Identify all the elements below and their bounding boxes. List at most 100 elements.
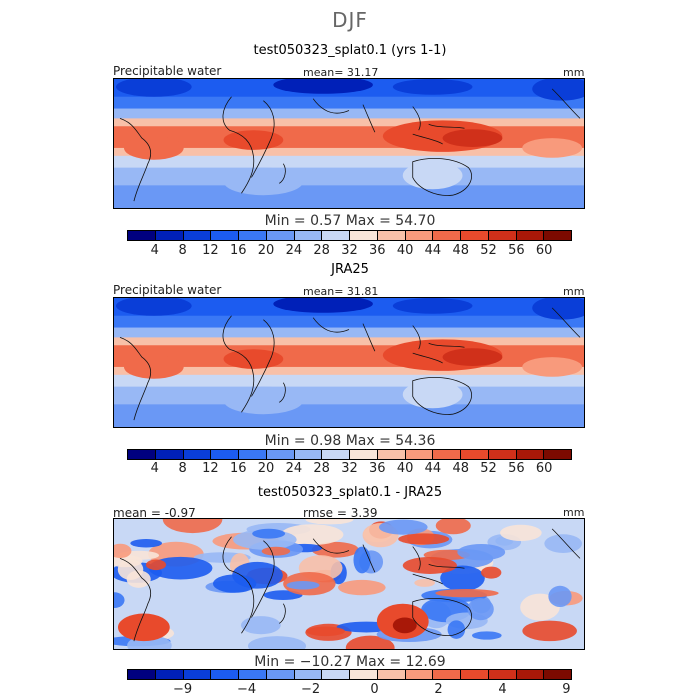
colorbar-swatch xyxy=(544,670,571,679)
colorbar-tick-label: 24 xyxy=(285,461,303,476)
colorbar-tick-label: 40 xyxy=(396,461,414,476)
colorbar-tick-label: 56 xyxy=(508,243,525,258)
colorbar-swatch xyxy=(155,231,184,240)
map-contour xyxy=(145,559,167,571)
map-contour xyxy=(392,298,473,314)
colorbar-tick-label: 12 xyxy=(202,461,219,476)
map-contour xyxy=(261,546,291,556)
map-contour xyxy=(402,380,463,409)
colorbar-tick-label: 36 xyxy=(369,243,386,258)
panel-3-colorbar xyxy=(127,669,572,680)
colorbar-swatch xyxy=(155,450,184,459)
panel-2-units-label: mm xyxy=(563,285,585,298)
map-contour xyxy=(522,620,577,642)
colorbar-swatch xyxy=(433,450,461,459)
colorbar-swatch xyxy=(488,231,517,240)
colorbar-swatch xyxy=(461,450,489,459)
map-contour xyxy=(378,519,428,535)
map-band xyxy=(114,96,584,111)
colorbar-swatch xyxy=(239,450,267,459)
map-contour xyxy=(447,620,466,639)
map-contour xyxy=(223,349,284,369)
map-contour xyxy=(223,130,284,150)
colorbar-swatch xyxy=(211,231,239,240)
map-band xyxy=(114,327,584,340)
panel-3-units-label: mm xyxy=(563,506,585,519)
colorbar-tick-label: −2 xyxy=(300,682,321,697)
colorbar-tick-label: 24 xyxy=(285,243,303,258)
coastlines xyxy=(119,88,581,202)
colorbar-tick-label: 48 xyxy=(452,243,470,258)
map-band xyxy=(114,337,584,348)
colorbar-swatch xyxy=(183,231,212,240)
map-band xyxy=(114,185,584,208)
map-contour xyxy=(353,546,371,574)
panel-1-colorbar xyxy=(127,230,572,241)
colorbar-tick-label: 60 xyxy=(535,243,553,258)
panel-1-variable-label: Precipitable water xyxy=(113,64,222,78)
map-contour xyxy=(345,635,395,649)
colorbar-swatch xyxy=(183,670,212,679)
map-contour xyxy=(223,167,304,196)
map-contour xyxy=(247,636,307,649)
map-contour xyxy=(471,631,502,640)
map-contour xyxy=(123,355,184,379)
map-contour xyxy=(130,538,162,548)
colorbar-swatch xyxy=(433,670,461,679)
colorbar-tick-label: 2 xyxy=(434,682,443,697)
colorbar-tick-label: 44 xyxy=(424,461,442,476)
panel-2-field xyxy=(114,298,584,427)
colorbar-swatch xyxy=(544,231,571,240)
map-contour xyxy=(252,528,286,539)
colorbar-tick-label: 60 xyxy=(535,461,553,476)
colorbar-swatch xyxy=(405,231,434,240)
colorbar-swatch xyxy=(405,670,434,679)
colorbar-tick-label: 28 xyxy=(313,461,330,476)
colorbar-swatch xyxy=(377,450,406,459)
coastlines xyxy=(119,307,581,421)
map-contour xyxy=(522,357,583,377)
colorbar-tick-label: 44 xyxy=(424,243,442,258)
colorbar-swatch xyxy=(266,231,295,240)
colorbar-swatch xyxy=(322,670,350,679)
map-contour xyxy=(223,386,304,415)
colorbar-swatch xyxy=(239,670,267,679)
map-contour xyxy=(162,519,223,534)
map-contour xyxy=(402,161,463,190)
map-band xyxy=(114,386,584,407)
map-contour xyxy=(544,534,583,553)
colorbar-swatch xyxy=(294,450,323,459)
panel-2-colorbar xyxy=(127,449,572,460)
colorbar-tick-label: 28 xyxy=(313,243,330,258)
map-contour xyxy=(522,138,583,158)
map-contour xyxy=(500,524,542,541)
panel-2-title: JRA25 xyxy=(331,262,369,277)
colorbar-tick-label: 16 xyxy=(229,243,247,258)
map-contour xyxy=(435,519,471,535)
panel-1-title: test050323_splat0.1 (yrs 1-1) xyxy=(253,43,447,58)
colorbar-swatch xyxy=(350,670,378,679)
colorbar-tick-label: 4 xyxy=(498,682,507,697)
map-contour xyxy=(398,533,450,545)
colorbar-swatch xyxy=(183,450,212,459)
colorbar-swatch xyxy=(294,670,323,679)
map-band xyxy=(114,345,584,371)
colorbar-swatch xyxy=(266,670,295,679)
map-contour xyxy=(435,589,499,598)
map-band xyxy=(114,147,584,158)
map-band xyxy=(114,118,584,129)
colorbar-tick-label: 52 xyxy=(480,243,497,258)
colorbar-swatch xyxy=(128,670,156,679)
colorbar-tick-label: 16 xyxy=(229,461,247,476)
map-contour xyxy=(126,570,151,588)
map-contour xyxy=(116,79,192,97)
map-band xyxy=(114,404,584,427)
panel-1-units-label: mm xyxy=(563,66,585,79)
colorbar-tick-label: 9 xyxy=(562,682,571,697)
map-contour xyxy=(442,348,503,366)
map-contour xyxy=(481,566,502,579)
colorbar-swatch xyxy=(155,670,184,679)
panel-3-map xyxy=(113,518,585,650)
map-band xyxy=(114,155,584,170)
colorbar-tick-label: 8 xyxy=(178,461,187,476)
